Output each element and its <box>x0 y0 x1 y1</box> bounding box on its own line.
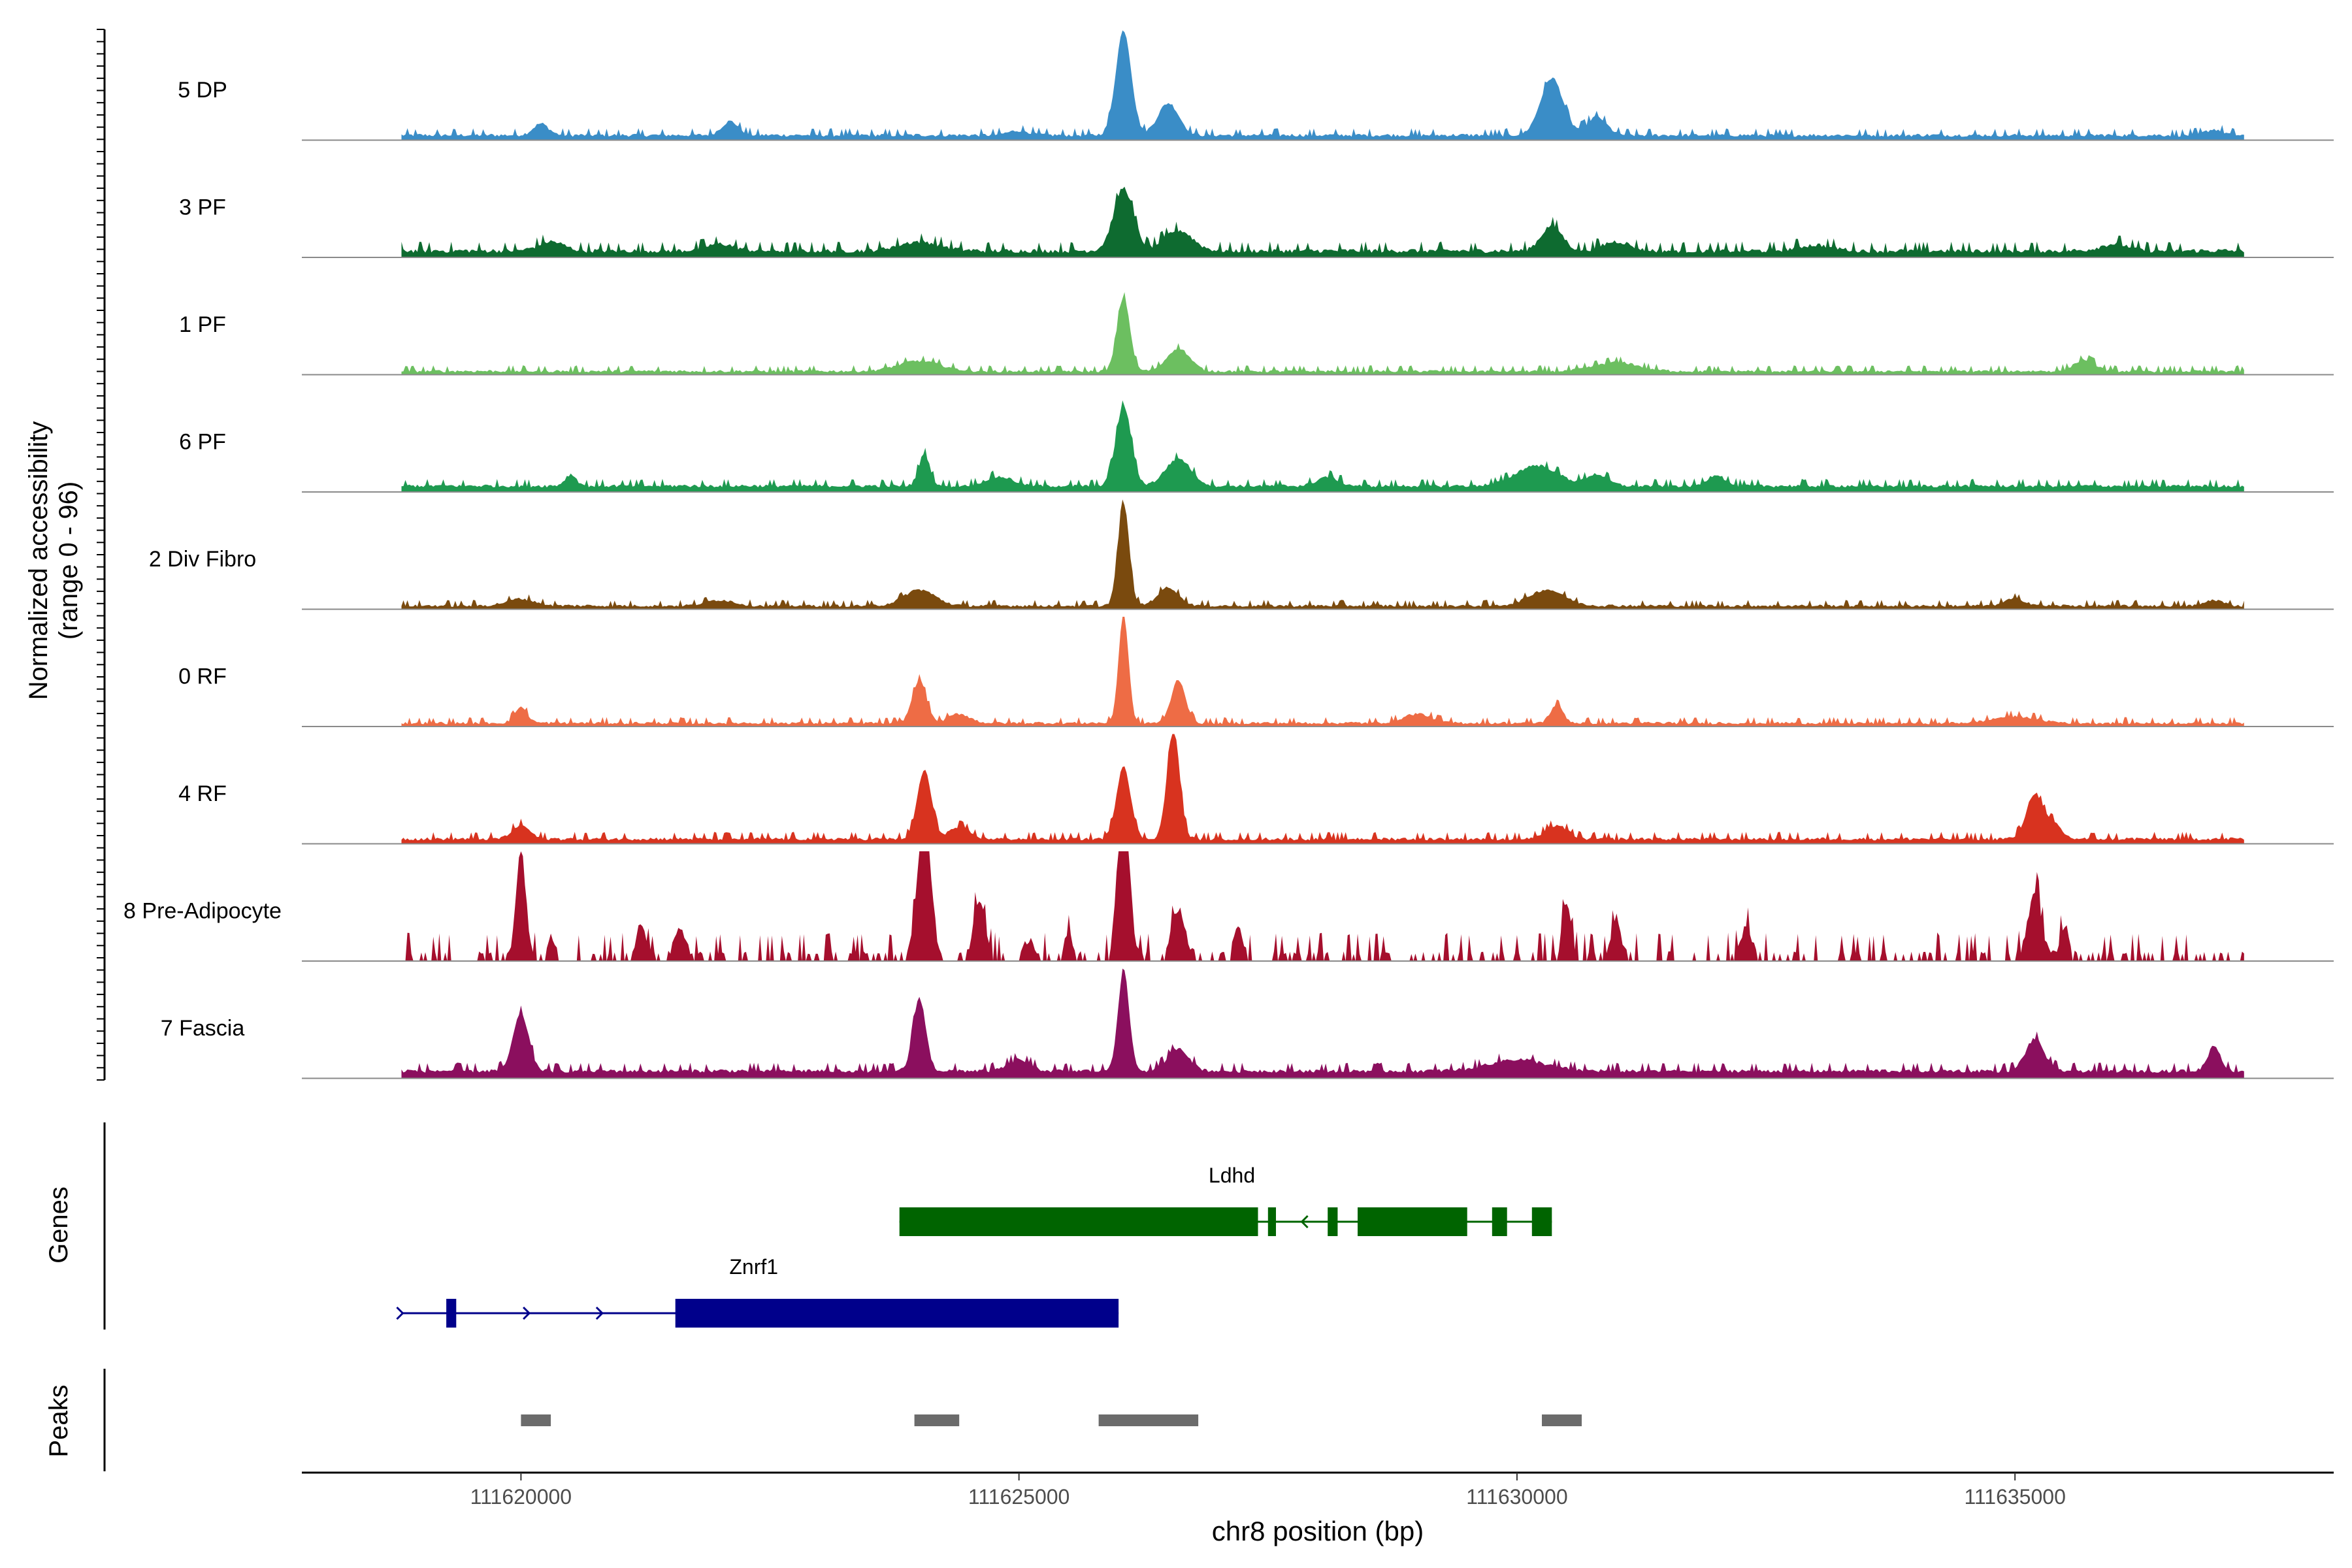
track-label: 3 PF <box>179 195 226 220</box>
genes-panel-label: Genes <box>44 1186 73 1264</box>
coverage-area <box>401 186 2244 257</box>
track-8: 8 Pre-Adipocyte <box>123 851 2334 962</box>
strand-arrow <box>396 1306 404 1320</box>
gene-ldhd: Ldhd <box>899 1164 1552 1236</box>
gene-label: Ldhd <box>1209 1164 1255 1187</box>
coverage-area <box>401 400 2244 492</box>
peak-region <box>1098 1414 1199 1426</box>
coverage-area <box>401 617 2244 727</box>
exon-block <box>675 1299 1119 1328</box>
peak-region <box>914 1414 960 1426</box>
x-tick-label: 111635000 <box>1964 1485 2065 1509</box>
x-tick-label: 111625000 <box>968 1485 1070 1509</box>
peak-region <box>521 1414 551 1426</box>
coverage-area <box>401 30 2244 140</box>
track-3: 1 PF <box>179 292 2334 376</box>
accessibility-y-axis <box>97 29 106 1081</box>
strand-arrow <box>523 1306 531 1320</box>
exon-block <box>1531 1207 1552 1236</box>
exon-block <box>446 1299 457 1328</box>
coverage-area <box>401 851 2244 961</box>
x-tick-label: 111630000 <box>1466 1485 1567 1509</box>
peak-region <box>1542 1414 1582 1426</box>
x-tick-label: 111620000 <box>470 1485 572 1509</box>
genes-panel: Ldhd Znrf1 <box>396 1164 1552 1328</box>
track-label: 1 PF <box>179 312 226 337</box>
track-label: 7 Fascia <box>161 1016 245 1041</box>
exon-block <box>1267 1207 1276 1236</box>
track-label: 2 Div Fibro <box>149 547 256 572</box>
y-axis-label-line2: (range 0 - 96) <box>54 482 83 640</box>
gene-label: Znrf1 <box>729 1255 778 1279</box>
track-2: 3 PF <box>179 186 2334 258</box>
y-axis-label-line1: Normalized accessibility <box>24 421 53 700</box>
coverage-area <box>401 292 2244 375</box>
x-axis: 111620000 111625000 111630000 111635000 <box>302 1471 2334 1509</box>
exon-block <box>1492 1207 1507 1236</box>
strand-arrow <box>1300 1215 1309 1229</box>
coverage-area <box>401 968 2244 1079</box>
peaks-panel-label: Peaks <box>44 1384 73 1457</box>
coverage-area <box>401 499 2244 610</box>
track-label: 0 RF <box>178 664 227 689</box>
track-1: 5 DP <box>178 30 2334 141</box>
track-4: 6 PF <box>179 400 2334 493</box>
x-axis-label: chr8 position (bp) <box>1212 1516 1424 1546</box>
strand-arrow <box>595 1306 604 1320</box>
track-7: 4 RF <box>178 734 2334 845</box>
track-9: 7 Fascia <box>161 968 2334 1079</box>
track-6: 0 RF <box>178 617 2334 727</box>
track-label: 6 PF <box>179 430 226 455</box>
exon-block <box>1358 1207 1467 1236</box>
track-label: 8 Pre-Adipocyte <box>123 899 282 924</box>
track-label: 5 DP <box>178 78 227 103</box>
exon-block <box>1328 1207 1338 1236</box>
coverage-tracks: 5 DP 3 PF 1 PF 6 PF 2 Div Fibro 0 RF 4 RF 8 Pre… <box>123 30 2334 1079</box>
track-label: 4 RF <box>178 781 227 806</box>
peaks-panel <box>521 1414 1582 1426</box>
exon-block <box>899 1207 1258 1236</box>
track-5: 2 Div Fibro <box>149 499 2334 610</box>
coverage-area <box>401 734 2244 844</box>
gene-znrf1: Znrf1 <box>396 1255 1119 1328</box>
